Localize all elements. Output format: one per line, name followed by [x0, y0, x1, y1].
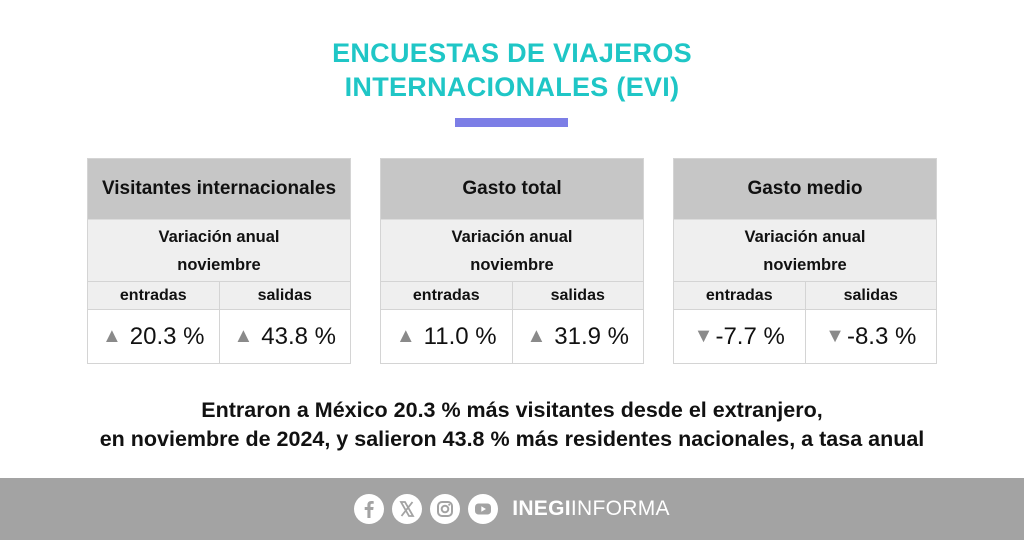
up-arrow-icon: ▲: [526, 325, 547, 347]
x-icon[interactable]: [392, 494, 423, 524]
column-labels: entradas salidas: [674, 281, 936, 309]
title-line-2: INTERNACIONALES (EVI): [344, 72, 680, 102]
statement-line-1: Entraron a México 20.3 % más visitantes …: [201, 398, 823, 422]
down-arrow-icon: ▼: [825, 325, 845, 347]
brand-bold: INEGI: [512, 497, 571, 520]
value-entradas: ▲ 20.3 %: [88, 310, 220, 363]
label-entradas: entradas: [674, 282, 806, 309]
card-subheading: Variación anual noviembre: [381, 219, 643, 281]
title-line-1: ENCUESTAS DE VIAJEROS: [332, 38, 692, 68]
card-heading: Gasto medio: [674, 159, 936, 219]
title-underline: [455, 118, 568, 127]
label-salidas: salidas: [843, 286, 898, 304]
card-subheading: Variación anual noviembre: [88, 219, 350, 281]
card-heading: Gasto total: [381, 159, 643, 219]
value-text: 20.3 %: [129, 322, 205, 350]
card-visitantes-internacionales: Visitantes internacionales Variación anu…: [87, 158, 351, 364]
statement-line-2: en noviembre de 2024, y salieron 43.8 % …: [99, 427, 925, 451]
card-subheading: Variación anual noviembre: [674, 219, 936, 281]
instagram-icon[interactable]: [430, 494, 461, 524]
social-icons: [354, 494, 499, 524]
subheading-line-1: Variación anual: [451, 227, 573, 246]
down-arrow-icon: ▼: [693, 325, 714, 347]
up-arrow-icon: ▲: [101, 325, 122, 347]
brand-light: INFORMA: [570, 497, 670, 520]
up-arrow-icon: ▲: [395, 325, 416, 347]
label-entradas: entradas: [381, 282, 513, 309]
summary-statement: Entraron a México 20.3 % más visitantes …: [0, 396, 1024, 454]
page-title: ENCUESTAS DE VIAJEROS INTERNACIONALES (E…: [0, 36, 1024, 104]
facebook-icon[interactable]: [354, 494, 385, 524]
subheading-line-1: Variación anual: [158, 227, 280, 246]
footer-bar: INEGIINFORMA: [0, 478, 1024, 540]
subheading-line-2: noviembre: [470, 255, 554, 274]
value-text: 31.9 %: [554, 322, 629, 350]
label-entradas: entradas: [88, 282, 220, 309]
value-text: -8.3 %: [846, 322, 917, 350]
inegi-informa-logo: INEGIINFORMA: [512, 497, 670, 521]
column-labels: entradas salidas: [381, 281, 643, 309]
value-text: -7.7 %: [715, 322, 785, 350]
subheading-line-2: noviembre: [177, 255, 261, 274]
value-salidas: ▲ 43.8 %: [220, 310, 351, 363]
value-salidas: ▲ 31.9 %: [513, 310, 644, 363]
value-entradas: ▼ -7.7 %: [674, 310, 806, 363]
label-salidas: salidas: [550, 286, 605, 304]
values-row: ▲ 11.0 % ▲ 31.9 %: [381, 309, 643, 363]
youtube-icon[interactable]: [468, 494, 499, 524]
subheading-line-2: noviembre: [763, 255, 847, 274]
label-salidas: salidas: [257, 286, 312, 304]
values-row: ▼ -7.7 % ▼ -8.3 %: [674, 309, 936, 363]
card-gasto-total: Gasto total Variación anual noviembre en…: [380, 158, 644, 364]
value-entradas: ▲ 11.0 %: [381, 310, 513, 363]
value-text: 43.8 %: [261, 322, 336, 350]
values-row: ▲ 20.3 % ▲ 43.8 %: [88, 309, 350, 363]
card-heading: Visitantes internacionales: [88, 159, 350, 219]
value-text: 11.0 %: [423, 322, 497, 350]
card-gasto-medio: Gasto medio Variación anual noviembre en…: [673, 158, 937, 364]
column-labels: entradas salidas: [88, 281, 350, 309]
up-arrow-icon: ▲: [233, 325, 254, 347]
subheading-line-1: Variación anual: [744, 227, 866, 246]
value-salidas: ▼ -8.3 %: [806, 310, 937, 363]
